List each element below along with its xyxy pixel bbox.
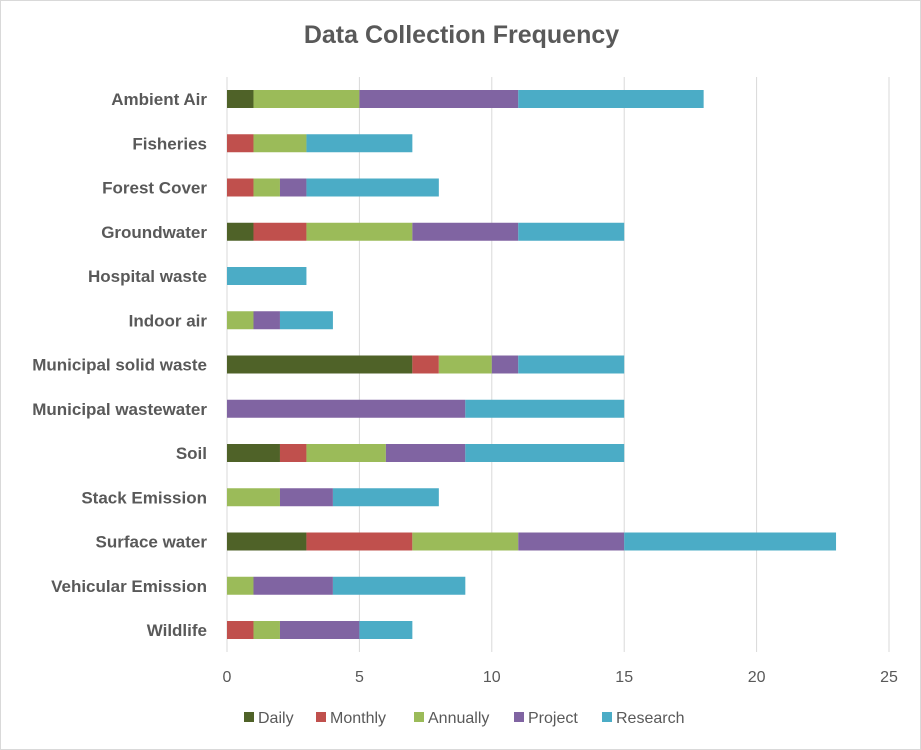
bar-segment-research <box>465 444 625 462</box>
bar-segment-research <box>227 267 307 285</box>
bar-segment-research <box>518 355 625 374</box>
category-label: Municipal solid waste <box>32 356 207 375</box>
bar-segment-project <box>253 576 333 595</box>
bar-segment-monthly <box>306 532 413 551</box>
x-axis-tick-labels: 0 5 10 15 20 25 <box>223 669 898 686</box>
category-label: Municipal wastewater <box>32 400 207 419</box>
bar-segment-monthly <box>227 178 254 197</box>
bar-segment-annually <box>253 178 280 197</box>
legend-label-project: Project <box>528 710 578 727</box>
category-label: Vehicular Emission <box>51 577 207 596</box>
bar-segment-project <box>279 488 333 507</box>
bar-segment-annually <box>253 90 360 108</box>
legend: Daily Monthly Annually Project Research <box>244 710 684 727</box>
x-tick-label: 0 <box>223 669 232 686</box>
bar-segment-research <box>279 311 333 330</box>
bar-segment-research <box>465 399 625 418</box>
legend-swatch-monthly <box>316 712 326 722</box>
bar-segment-annually <box>253 621 280 639</box>
bar-segment-project <box>518 532 625 551</box>
bar-segment-annually <box>438 355 492 374</box>
x-tick-label: 25 <box>880 669 898 686</box>
x-tick-label: 5 <box>355 669 364 686</box>
legend-label-annually: Annually <box>428 710 489 727</box>
category-label: Soil <box>176 444 207 463</box>
category-label: Wildlife <box>147 621 207 640</box>
legend-swatch-project <box>514 712 524 722</box>
category-label: Indoor air <box>129 311 208 330</box>
bar-segment-annually <box>306 444 386 462</box>
bar-segment-monthly <box>412 355 439 374</box>
bar-segment-annually <box>253 134 307 153</box>
legend-label-monthly: Monthly <box>330 710 386 727</box>
bar-segment-project <box>253 311 280 330</box>
bars <box>227 90 837 639</box>
x-tick-label: 10 <box>483 669 501 686</box>
x-tick-label: 20 <box>748 669 766 686</box>
bar-segment-project <box>385 444 466 462</box>
category-label: Ambient Air <box>111 90 207 109</box>
bar-segment-daily <box>227 355 413 374</box>
bar-segment-monthly <box>279 444 307 462</box>
x-tick-label: 15 <box>615 669 633 686</box>
bar-segment-monthly <box>253 222 307 241</box>
legend-swatch-daily <box>244 712 254 722</box>
bar-segment-research <box>518 222 625 241</box>
bar-segment-research <box>332 488 439 507</box>
category-label: Hospital waste <box>88 267 207 286</box>
bar-segment-research <box>306 134 413 153</box>
legend-swatch-research <box>602 712 612 722</box>
bar-segment-annually <box>227 576 254 595</box>
bar-segment-annually <box>227 311 254 330</box>
category-label: Surface water <box>96 533 208 552</box>
bar-segment-research <box>359 621 413 639</box>
bar-segment-monthly <box>227 621 254 639</box>
legend-swatch-annually <box>414 712 424 722</box>
category-label: Stack Emission <box>81 488 207 507</box>
legend-label-daily: Daily <box>258 710 294 727</box>
bar-segment-monthly <box>227 134 254 153</box>
category-label: Forest Cover <box>102 179 207 198</box>
bar-segment-project <box>491 355 519 374</box>
category-label: Fisheries <box>132 134 207 153</box>
bar-segment-annually <box>306 222 413 241</box>
bar-segment-project <box>279 178 307 197</box>
bar-segment-research <box>306 178 439 197</box>
bar-segment-project <box>412 222 519 241</box>
bar-segment-daily <box>227 532 307 551</box>
bar-segment-project <box>359 90 519 108</box>
bar-segment-research <box>332 576 466 595</box>
bar-segment-research <box>624 532 837 551</box>
bar-segment-annually <box>227 488 280 507</box>
legend-label-research: Research <box>616 710 684 727</box>
bar-segment-daily <box>227 90 254 108</box>
bar-segment-project <box>279 621 360 639</box>
bar-segment-project <box>227 399 466 418</box>
bar-segment-daily <box>227 444 280 462</box>
category-label: Groundwater <box>101 223 207 242</box>
bar-segment-daily <box>227 222 254 241</box>
category-labels: Ambient Air Fisheries Forest Cover Groundwa… <box>32 90 207 640</box>
chart-title: Data Collection Frequency <box>303 21 620 49</box>
bar-segment-annually <box>412 532 519 551</box>
bar-segment-research <box>518 90 704 108</box>
